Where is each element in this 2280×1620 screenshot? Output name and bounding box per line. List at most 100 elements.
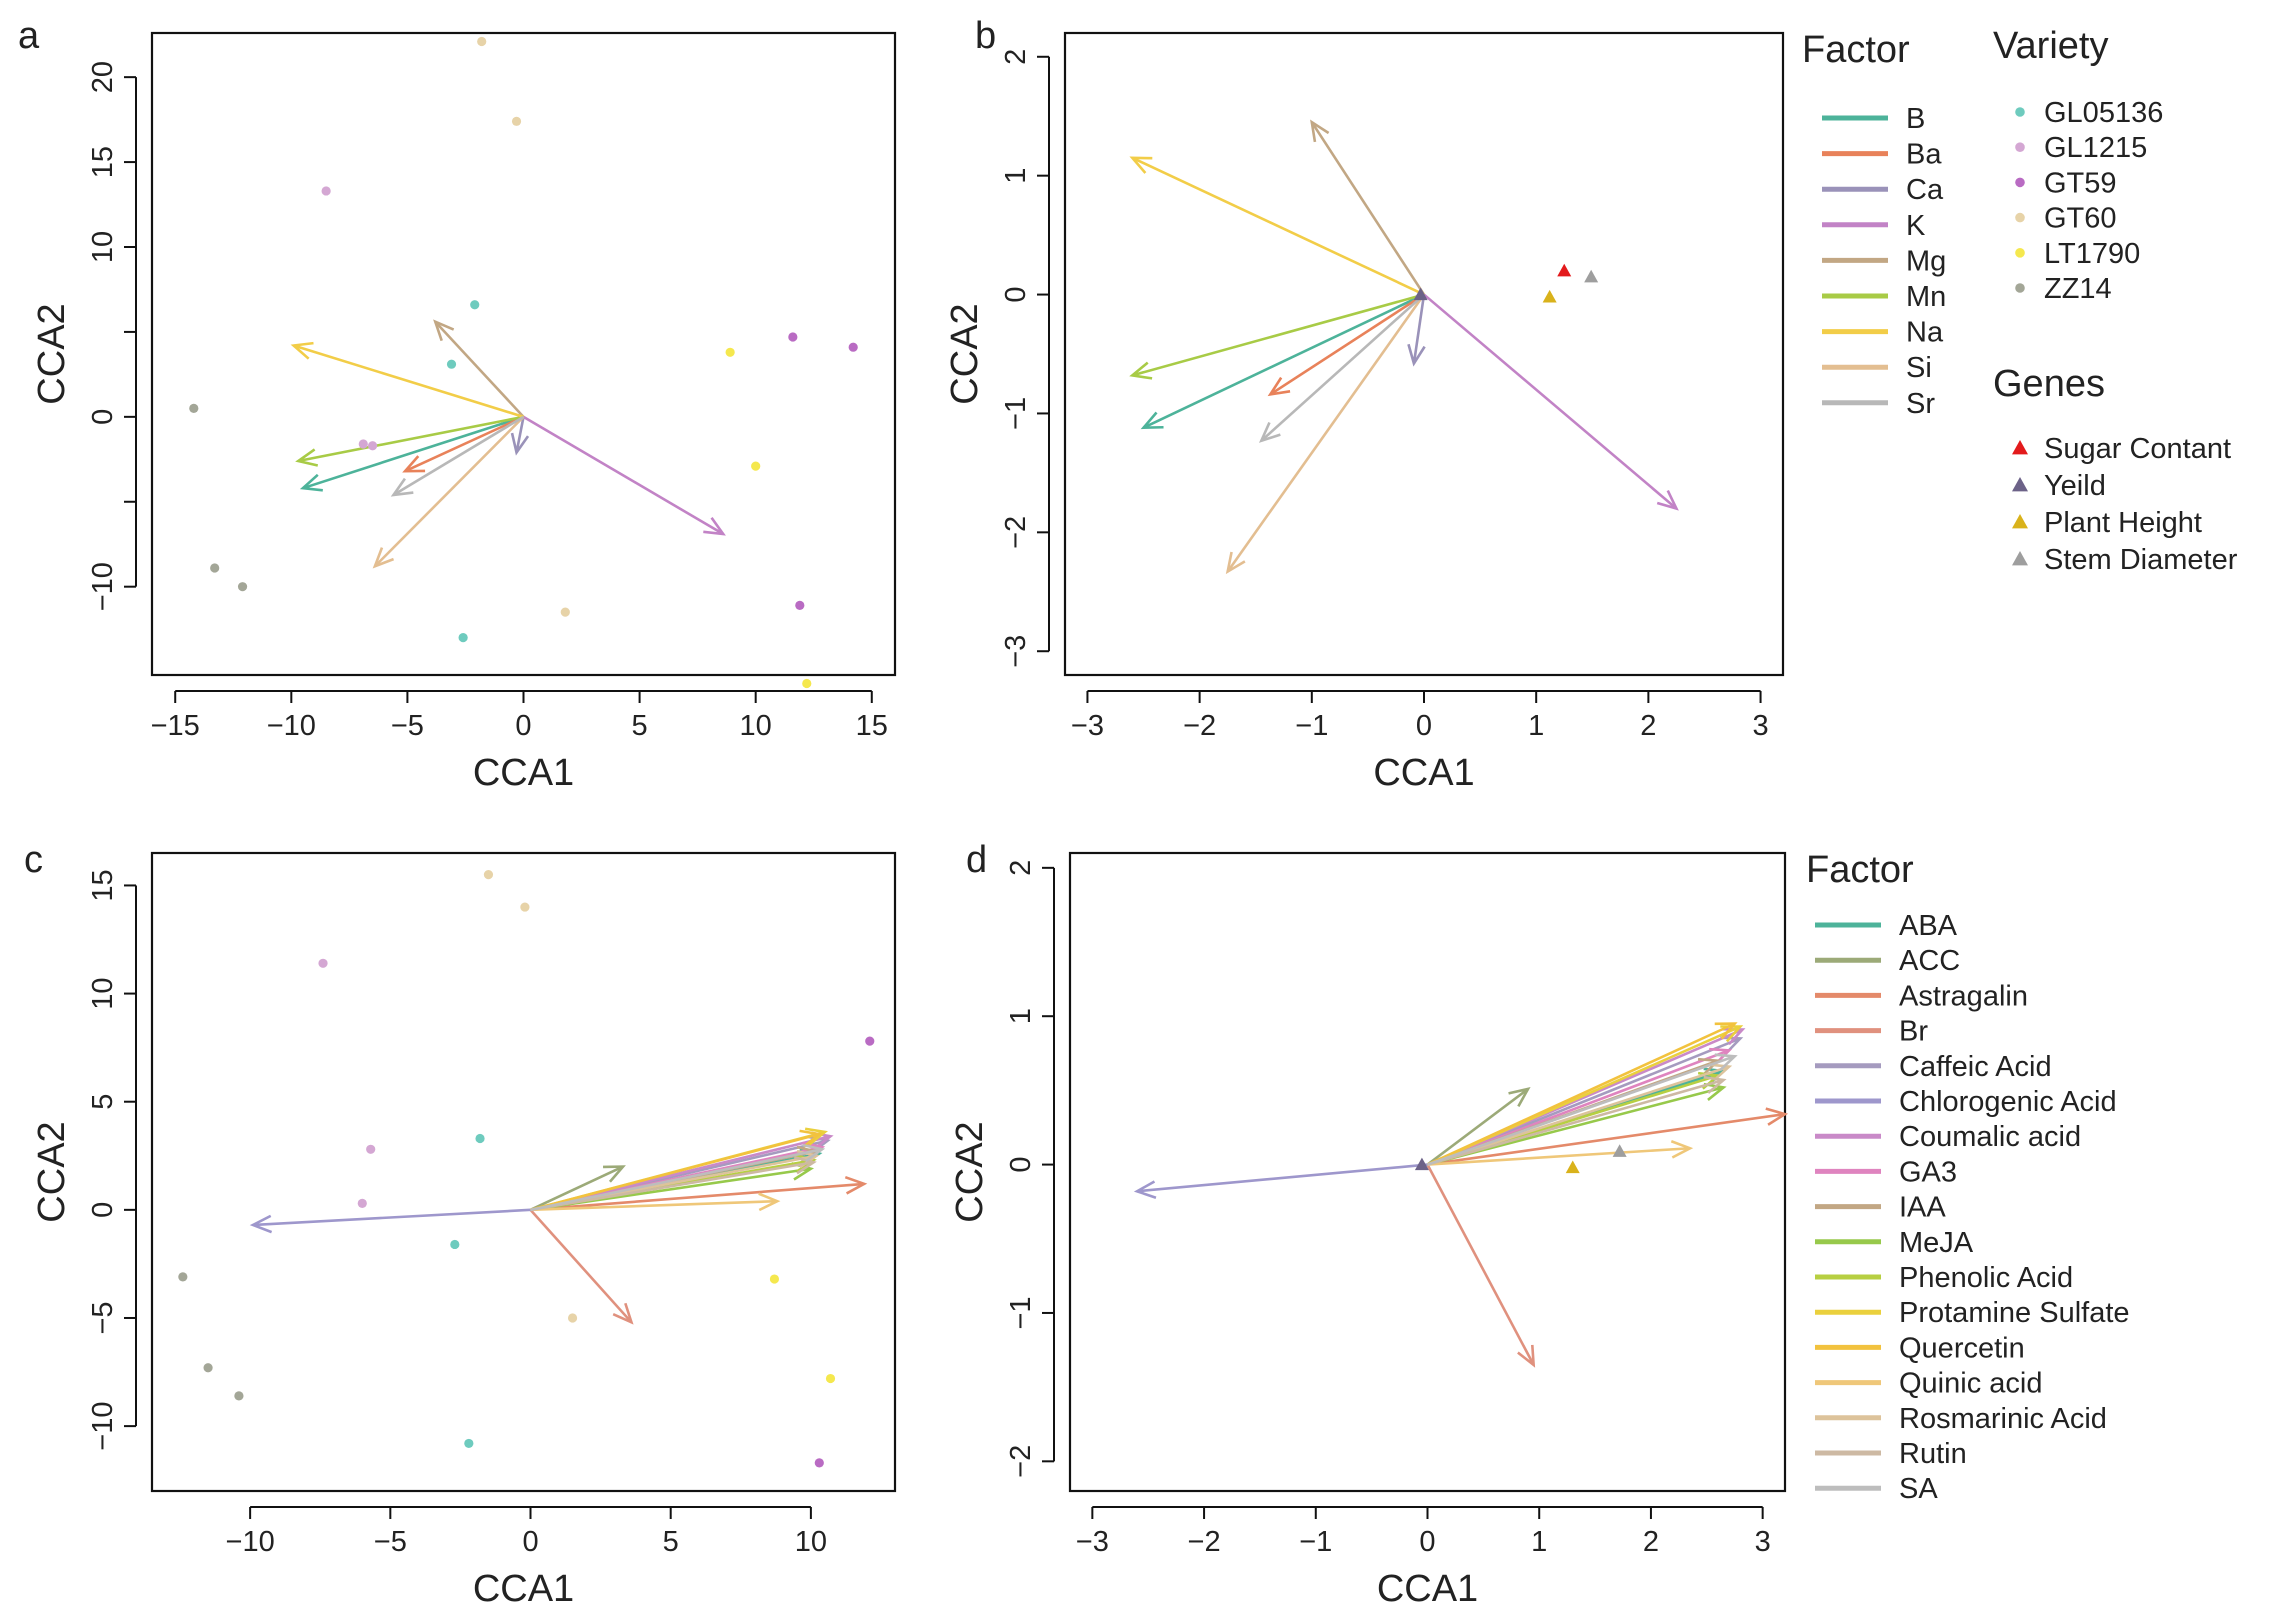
x-tick-label: −5 (374, 1526, 407, 1558)
x-tick-label: −15 (151, 710, 200, 742)
legend-label-meja: MeJA (1899, 1227, 1974, 1259)
y-tick-label: −1 (1005, 1296, 1037, 1329)
y-tick-label: −5 (87, 1301, 119, 1334)
point-gt60 (520, 902, 530, 912)
arrow-mg (1310, 121, 1426, 296)
panel-label-a: a (18, 15, 40, 57)
gene-marker-yeild (1414, 1157, 1429, 1171)
x-axis-title: CCA1 (1373, 752, 1474, 794)
x-axis-title: CCA1 (473, 1568, 574, 1610)
arrow-k (522, 415, 724, 536)
arrow-ba (404, 415, 525, 473)
legend-label-rosmarinic-acid: Rosmarinic Acid (1899, 1403, 2107, 1435)
legend-label-gl05136: GL05136 (2044, 97, 2163, 129)
point-lt1790 (825, 1373, 836, 1384)
legend-label-b: B (1906, 103, 1925, 135)
x-tick-label: 1 (1531, 1526, 1547, 1558)
point-gt59 (795, 600, 805, 610)
point-lt1790 (751, 461, 761, 471)
point-gt59 (848, 342, 858, 352)
y-tick-label: 10 (87, 977, 119, 1009)
legend-label-aba: ABA (1899, 910, 1958, 942)
legend-label-coumalic-acid: Coumalic acid (1899, 1121, 2081, 1153)
point-gl05136 (450, 1239, 460, 1250)
y-tick-label: −2 (1000, 516, 1032, 549)
y-tick-label: 10 (87, 231, 119, 263)
arrowhead-sa (802, 1143, 826, 1163)
point-zz14 (210, 563, 220, 573)
arrowhead-rosmarinic-acid (1709, 1063, 1733, 1082)
y-tick-label: 15 (87, 869, 119, 901)
legend-variety-title: Variety (1993, 25, 2108, 67)
arrow-rutin (530, 1160, 814, 1212)
x-tick-label: −3 (1076, 1526, 1109, 1558)
arrowhead-rutin (1703, 1075, 1727, 1094)
point-lt1790 (725, 347, 735, 357)
arrow-na (293, 344, 524, 419)
gene-marker-sugar-contant (1557, 263, 1572, 277)
arrow-acc (529, 1165, 624, 1212)
plot-frame (1068, 851, 1787, 1493)
arrow-astragalin (1427, 1112, 1786, 1166)
legend-label-phenolic-acid: Phenolic Acid (1899, 1262, 2073, 1294)
legend-swatch-zz14 (2015, 283, 2025, 293)
arrowhead-acc (603, 1165, 626, 1183)
point-gl05136 (464, 1438, 474, 1449)
arrow-mn (298, 415, 524, 463)
plot-frame (150, 851, 897, 1493)
point-lt1790 (769, 1274, 780, 1284)
point-gt60 (511, 116, 522, 126)
x-tick-label: −3 (1071, 710, 1104, 742)
arrowhead-iaa (1697, 1057, 1721, 1076)
point-gt59 (865, 1036, 875, 1046)
arrow-mg (434, 320, 525, 418)
point-gt59 (814, 1458, 824, 1468)
panel-c-chart: −10 −5 0 5 10 CCA1 −10 −5 0 5 10 15 CCA2 (31, 851, 897, 1610)
plot-frame (150, 31, 897, 677)
arrowhead-ba (1267, 376, 1291, 397)
point-zz14 (189, 403, 199, 413)
y-axis-title: CCA2 (31, 1121, 73, 1222)
legend-label-sr: Sr (1906, 388, 1935, 420)
arrowhead-k (1656, 489, 1679, 511)
x-tick-label: 0 (522, 1526, 538, 1558)
x-tick-label: 0 (1416, 710, 1432, 742)
point-gl05136 (475, 1133, 485, 1144)
point-gl1215 (321, 186, 331, 196)
arrowhead-astragalin (844, 1175, 868, 1195)
arrow-rutin (1427, 1078, 1724, 1166)
gene-marker-plant-height (1565, 1160, 1580, 1174)
legend-factor-title-d: Factor (1806, 849, 1914, 891)
arrowhead-b (1140, 411, 1164, 430)
point-gl1215 (366, 1144, 376, 1154)
point-gt60 (483, 870, 494, 880)
arrowhead-ba (402, 455, 426, 473)
x-tick-label: 10 (795, 1526, 827, 1558)
x-axis-title: CCA1 (473, 752, 574, 794)
legend-label-mn: Mn (1906, 281, 1946, 313)
legend-label-iaa: IAA (1899, 1192, 1946, 1224)
arrowhead-mn (295, 448, 319, 467)
arrowhead-na (1129, 156, 1153, 174)
y-tick-label: −1 (1000, 397, 1032, 430)
arrow-sa (530, 1148, 823, 1212)
panel-label-b: b (975, 15, 996, 57)
legend-label-sa: SA (1899, 1473, 1938, 1505)
x-tick-label: −2 (1188, 1526, 1221, 1558)
arrow-quinic-acid (1427, 1146, 1691, 1166)
arrowhead-si (1225, 551, 1246, 575)
plot-frame (1063, 31, 1785, 677)
y-tick-label: −2 (1005, 1445, 1037, 1478)
legend-label-na: Na (1906, 317, 1944, 349)
legend-label-quercetin: Quercetin (1899, 1332, 2025, 1364)
y-axis-title: CCA2 (949, 1121, 991, 1222)
arrowhead-rutin (794, 1155, 817, 1175)
arrow-acc (1426, 1087, 1529, 1166)
legend-label-ba: Ba (1906, 139, 1942, 171)
legend-label-mg: Mg (1906, 245, 1946, 277)
point-gl1215 (358, 439, 368, 449)
panel-label-d: d (966, 839, 987, 881)
arrowhead-caffeic-acid (1720, 1036, 1744, 1054)
y-tick-label: 2 (1000, 49, 1032, 65)
